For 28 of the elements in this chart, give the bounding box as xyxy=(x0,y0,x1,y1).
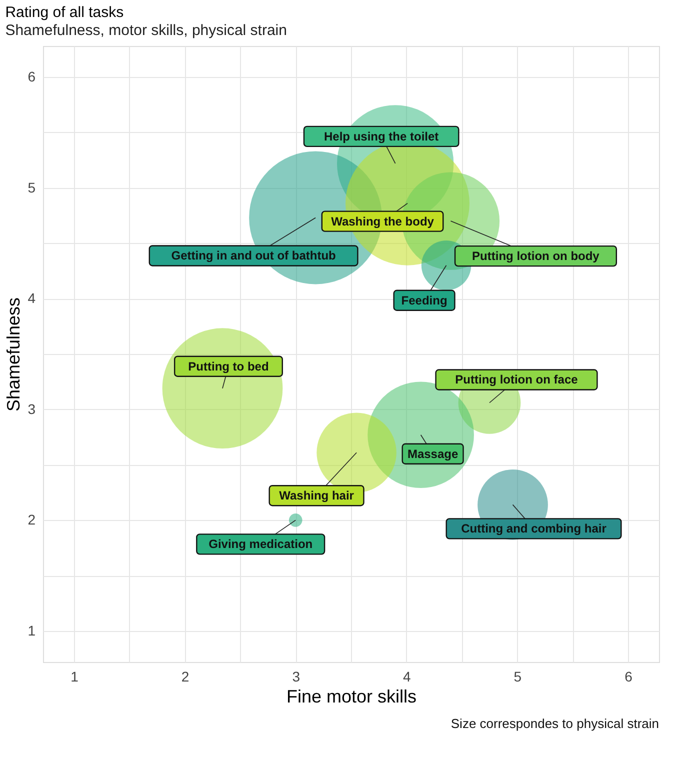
chart-subtitle: Shamefulness, motor skills, physical strain xyxy=(5,22,287,39)
x-tick-label: 4 xyxy=(402,668,411,684)
x-axis-title: Fine motor skills xyxy=(286,686,417,706)
series-label: Help using the toilet xyxy=(324,129,439,144)
x-tick-label: 3 xyxy=(292,668,300,684)
series-label: Giving medication xyxy=(208,537,313,552)
text: Size correspondes to physical strain xyxy=(450,716,659,731)
series-label: Cutting and combing hair xyxy=(461,522,607,536)
y-tick-label: 3 xyxy=(28,400,36,417)
series-label: Getting in and out of bathtub xyxy=(171,248,336,263)
series-label: Washing the body xyxy=(331,214,434,228)
series-label: Putting lotion on face xyxy=(455,372,578,387)
y-tick-label: 6 xyxy=(28,68,36,85)
x-tick-label: 1 xyxy=(70,668,79,684)
chart-title: Rating of all tasks xyxy=(5,4,124,21)
series-label: Massage xyxy=(407,446,458,461)
y-tick-label: 1 xyxy=(28,622,36,638)
x-tick-label: 2 xyxy=(181,668,190,684)
series-label: Putting lotion on body xyxy=(472,249,600,264)
y-tick-label: 2 xyxy=(28,512,36,528)
series-label: Washing hair xyxy=(279,488,354,503)
y-tick-label: 5 xyxy=(28,179,36,196)
x-tick-label: 5 xyxy=(514,668,522,684)
x-tick-label: 6 xyxy=(624,668,633,684)
series-label: Putting to bed xyxy=(188,359,269,374)
y-axis-title: Shamefulness xyxy=(4,297,24,412)
y-tick-label: 4 xyxy=(28,290,36,306)
series-label: Feeding xyxy=(401,293,448,308)
